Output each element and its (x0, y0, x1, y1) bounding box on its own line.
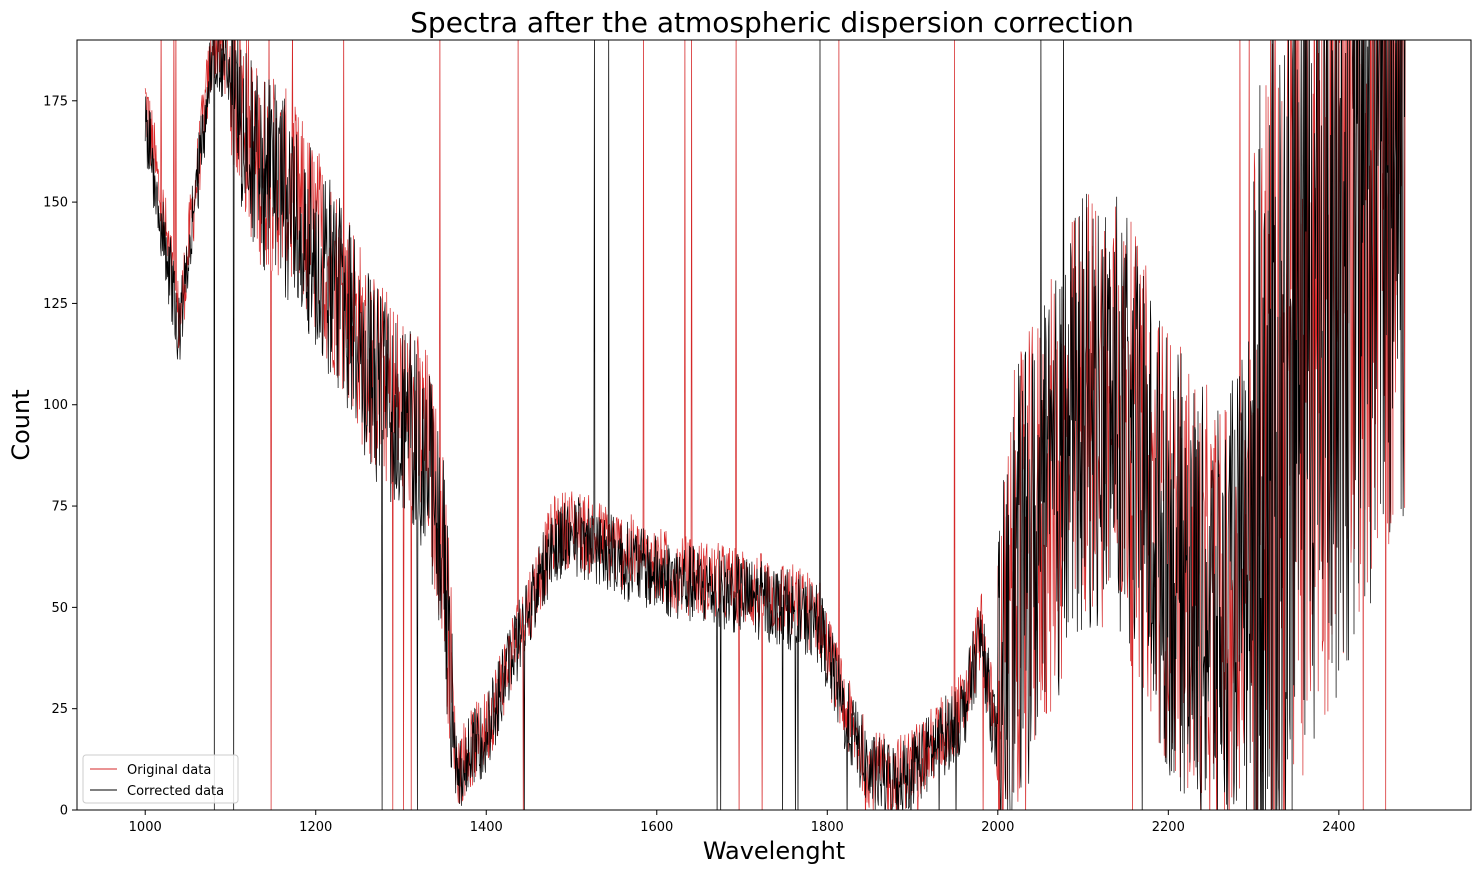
series-line-1 (144, 40, 1406, 810)
legend-label-original: Original data (127, 763, 211, 778)
x-tick-label: 1400 (470, 820, 503, 835)
x-axis-title: Wavelenght (703, 837, 845, 865)
x-tick-label: 2200 (1152, 820, 1185, 835)
y-tick-label: 25 (51, 702, 68, 717)
chart-title: Spectra after the atmospheric dispersion… (410, 6, 1134, 39)
plot-area (144, 40, 1406, 810)
y-tick-label: 175 (43, 94, 68, 109)
legend: Original data Corrected data (82, 754, 239, 804)
y-tick-label: 150 (43, 196, 68, 211)
y-axis-title: Count (7, 389, 35, 460)
y-tick-label: 50 (51, 601, 68, 616)
series-line-0 (144, 40, 1406, 810)
x-tick-label: 2400 (1322, 820, 1355, 835)
legend-box (82, 754, 239, 804)
x-tick-label: 1800 (811, 820, 844, 835)
y-tick-label: 0 (60, 804, 68, 819)
plot-frame (76, 39, 1472, 811)
x-tick-label: 1600 (640, 820, 673, 835)
y-tick-label: 125 (43, 297, 68, 312)
y-tick-label: 100 (43, 398, 68, 413)
x-tick-label: 1200 (299, 820, 332, 835)
x-tick-label: 2000 (981, 820, 1014, 835)
y-axis: 0 25 50 75 100 125 150 175 (43, 94, 77, 819)
x-tick-label: 1000 (129, 820, 162, 835)
y-tick-label: 75 (51, 500, 68, 515)
x-axis: 1000 1200 1400 1600 1800 2000 2200 2400 (129, 810, 1355, 835)
legend-label-corrected: Corrected data (127, 784, 224, 799)
